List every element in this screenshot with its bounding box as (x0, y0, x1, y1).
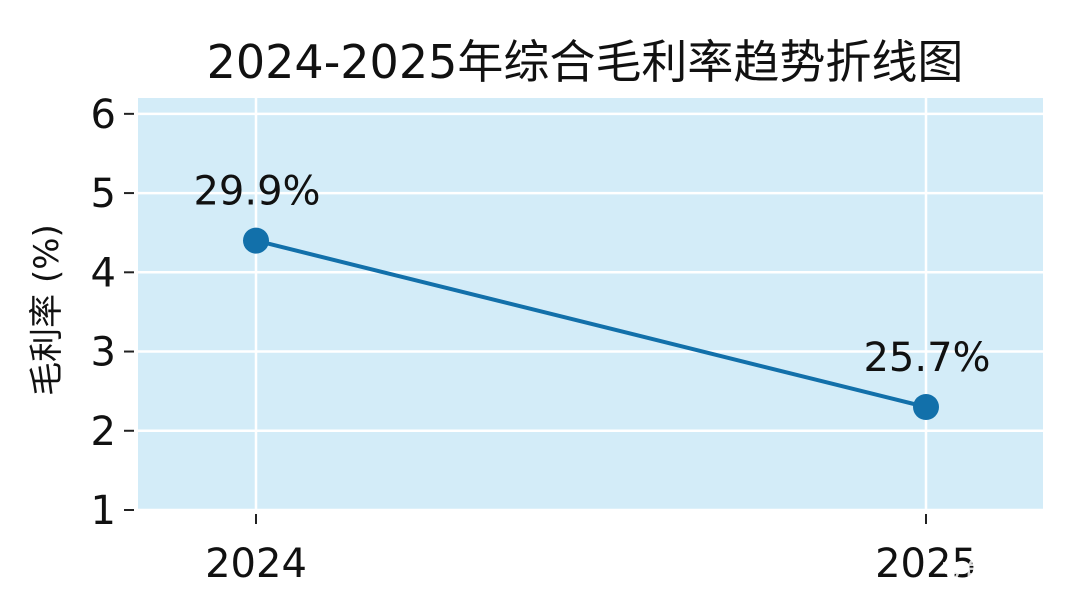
series-layer: 29.9% 25.7% (193, 169, 991, 420)
data-label: 25.7% (863, 335, 990, 381)
x-tick-label: 2025 (875, 541, 977, 587)
data-point (243, 227, 269, 254)
x-tick-label: 2024 (205, 541, 307, 587)
grid-lines (138, 98, 1043, 512)
data-point (913, 394, 939, 420)
chart-title: 2024-2025年综合毛利率趋势折线图 (207, 35, 964, 89)
axes: 1 2 3 4 5 6 2024 2025 (91, 92, 977, 587)
watermark: 豆包AI生成 (942, 560, 1055, 586)
series-line (255, 238, 927, 409)
data-label: 29.9% (193, 169, 320, 215)
y-tick-label: 4 (91, 250, 116, 296)
y-tick-label: 6 (91, 92, 116, 138)
y-tick-label: 3 (91, 330, 116, 376)
plot-area (138, 98, 1043, 510)
y-tick-label: 1 (91, 488, 116, 534)
y-tick-label: 5 (91, 171, 116, 217)
y-tick-label: 2 (91, 409, 116, 455)
y-axis-label: 毛利率 (%) (27, 224, 67, 396)
